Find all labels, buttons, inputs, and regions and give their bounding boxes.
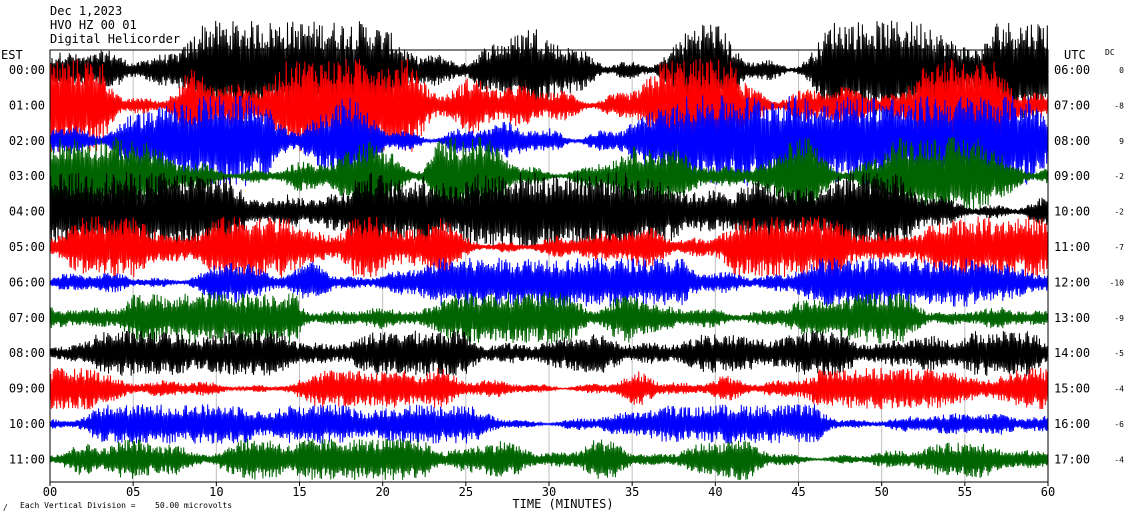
scale-value: 50.00 microvolts: [155, 501, 233, 510]
x-tick-label-15: 15: [292, 485, 306, 499]
scale-icon: ∕: [3, 503, 8, 512]
dc-header-label: DC: [1105, 48, 1115, 57]
x-axis-title: TIME (MINUTES): [512, 497, 613, 511]
utc-hour-label: 06:00: [1054, 63, 1090, 77]
utc-hour-label: 11:00: [1054, 240, 1090, 254]
utc-hour-label: 17:00: [1054, 452, 1090, 466]
est-hour-label: 04:00: [9, 205, 45, 219]
utc-hour-label: 16:00: [1054, 417, 1090, 431]
est-hour-label: 09:00: [9, 382, 45, 396]
utc-hour-label: 15:00: [1054, 382, 1090, 396]
dc-offset-value: -9: [1114, 314, 1124, 323]
est-hour-label: 01:00: [9, 98, 45, 112]
est-hour-label: 11:00: [9, 452, 45, 466]
dc-offset-value: -4: [1114, 385, 1124, 394]
x-tick-label-00: 00: [43, 485, 57, 499]
trace-row-0600: [49, 257, 1049, 308]
station-code: HVO HZ 00 01: [50, 18, 137, 32]
x-tick-label-55: 55: [958, 485, 972, 499]
chart-date: Dec 1,2023: [50, 4, 123, 18]
utc-hour-label: 08:00: [1054, 134, 1090, 148]
trace-row-0700: [49, 292, 1049, 344]
utc-hour-label: 13:00: [1054, 311, 1090, 325]
est-hour-label: 06:00: [9, 275, 45, 289]
est-hour-label: 10:00: [9, 417, 45, 431]
dc-offset-value: -7: [1114, 243, 1124, 252]
est-hour-label: 05:00: [9, 240, 45, 254]
x-tick-label-45: 45: [791, 485, 805, 499]
x-tick-label-10: 10: [209, 485, 223, 499]
dc-offset-value: -5: [1114, 349, 1124, 358]
x-tick-label-20: 20: [375, 485, 389, 499]
est-hour-label: 02:00: [9, 134, 45, 148]
dc-offset-value: 9: [1119, 137, 1124, 146]
dc-offset-value: -8: [1114, 101, 1124, 110]
trace-row-0500: [49, 216, 1049, 278]
trace-row-0300: [49, 136, 1049, 216]
scale-note: Each Vertical Division =: [20, 501, 136, 510]
utc-hour-label: 14:00: [1054, 346, 1090, 360]
right-timezone-label: UTC: [1064, 48, 1086, 62]
dc-offset-value: -2: [1114, 172, 1124, 181]
x-tick-label-35: 35: [625, 485, 639, 499]
x-tick-label-30: 30: [542, 485, 556, 499]
x-tick-label-05: 05: [126, 485, 140, 499]
seismic-traces: [49, 20, 1049, 481]
trace-row-0800: [49, 330, 1049, 376]
dc-offset-value: -6: [1114, 420, 1124, 429]
dc-offset-value: -10: [1110, 278, 1125, 287]
dc-offset-value: -4: [1114, 455, 1124, 464]
x-tick-label-40: 40: [708, 485, 722, 499]
helicorder-label: Digital Helicorder: [50, 32, 181, 46]
axis-labels: 00 05 10 15 20 25 30 35 40 45 50 55 60 00:00 06:00 0 01:…: [9, 63, 1124, 499]
est-hour-label: 08:00: [9, 346, 45, 360]
x-tick-label-25: 25: [459, 485, 473, 499]
dc-offset-value: 0: [1119, 66, 1124, 75]
x-tick-label-50: 50: [874, 485, 888, 499]
trace-row-1000: [49, 404, 1049, 444]
left-timezone-label: EST: [1, 48, 23, 62]
utc-hour-label: 12:00: [1054, 275, 1090, 289]
x-tick-label-60: 60: [1041, 485, 1055, 499]
utc-hour-label: 10:00: [1054, 205, 1090, 219]
trace-row-1100: [49, 438, 1049, 481]
trace-row-0900: [49, 367, 1049, 410]
utc-hour-label: 09:00: [1054, 169, 1090, 183]
est-hour-label: 07:00: [9, 311, 45, 325]
est-hour-label: 00:00: [9, 63, 45, 77]
utc-hour-label: 07:00: [1054, 98, 1090, 112]
dc-offset-value: -2: [1114, 208, 1124, 217]
est-hour-label: 03:00: [9, 169, 45, 183]
